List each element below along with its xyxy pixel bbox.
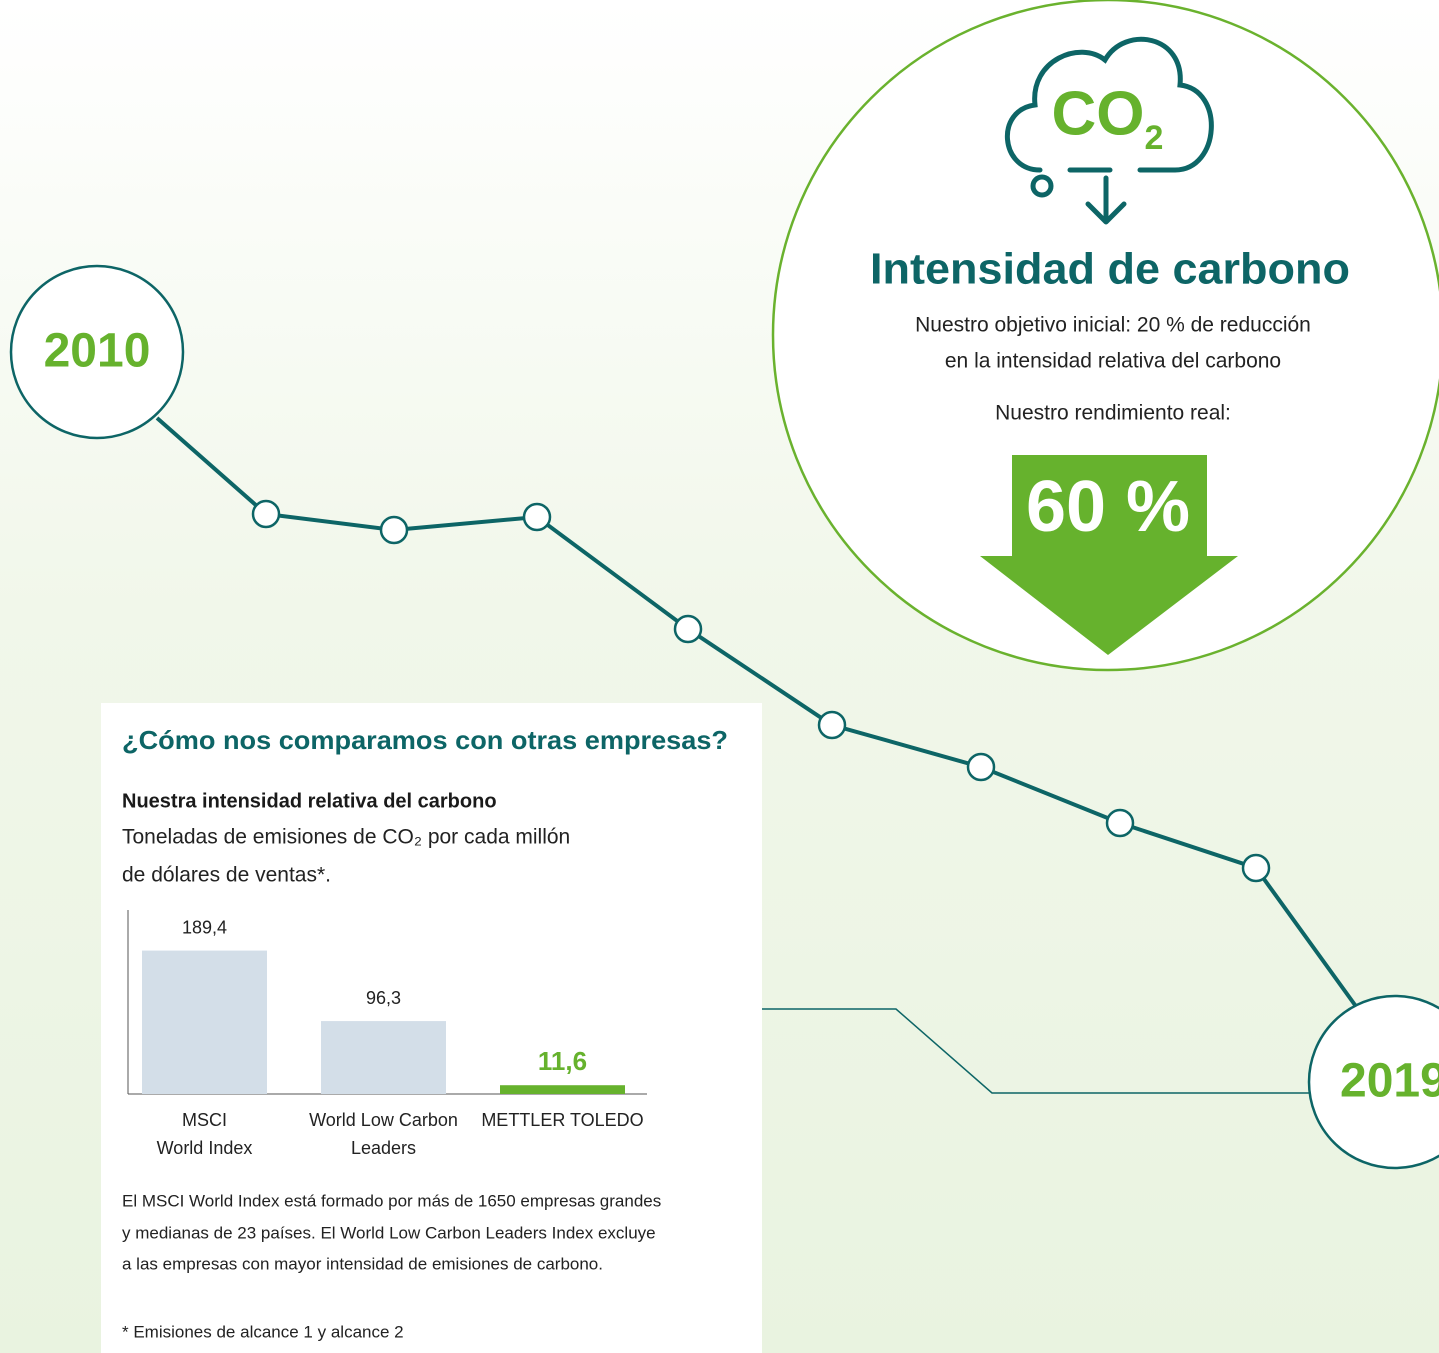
performance-label: Nuestro rendimiento real: <box>995 402 1231 425</box>
performance-value: 60 % <box>1026 467 1190 547</box>
target-line: en la intensidad relativa del carbono <box>945 350 1281 373</box>
panel-description: Toneladas de emisiones de CO₂ por cada m… <box>122 826 570 849</box>
value-label: 11,6 <box>538 1046 587 1076</box>
timeline-points <box>251 499 1271 883</box>
down-arrow-icon <box>1085 175 1127 225</box>
note: a las empresas con mayor intensidad de e… <box>122 1254 603 1273</box>
category-label: World Index <box>157 1138 253 1158</box>
timeline-line <box>155 416 1357 1007</box>
category-label: METTLER TOLEDO <box>481 1110 643 1130</box>
target-circle <box>771 0 1439 672</box>
bar <box>500 1085 625 1094</box>
target-line: Nuestro objetivo inicial: 20 % de reducc… <box>915 314 1311 337</box>
category-label: World Low Carbon <box>309 1110 458 1130</box>
note: y medianas de 23 países. El World Low Ca… <box>122 1223 656 1242</box>
bar <box>321 1021 446 1094</box>
co2-sub: 2 <box>1145 119 1164 157</box>
value-label: 189,4 <box>182 917 227 937</box>
note: El MSCI World Index está formado por más… <box>122 1191 661 1210</box>
end-year: 2019 <box>1340 1055 1439 1108</box>
value-label: 96,3 <box>366 988 401 1008</box>
panel-description: de dólares de ventas*. <box>122 864 331 887</box>
end-circle <box>1307 994 1439 1170</box>
bar <box>142 950 267 1094</box>
connector <box>731 1008 1310 1094</box>
co2-text: CO <box>1052 79 1145 148</box>
cloud-icon <box>1005 36 1214 173</box>
target-title: Intensidad de carbono <box>870 245 1350 294</box>
footnote: * Emisiones de alcance 1 y alcance 2 <box>122 1322 404 1341</box>
bubble-icon <box>1030 174 1054 198</box>
start-year: 2010 <box>44 325 151 378</box>
panel-subheading: Nuestra intensidad relativa del carbono <box>122 790 497 812</box>
category-label: Leaders <box>351 1138 416 1158</box>
category-label: MSCI <box>182 1110 227 1130</box>
panel-heading: ¿Cómo nos comparamos con otras empresas? <box>122 725 728 755</box>
performance-arrow <box>980 455 1238 655</box>
bars: 189,4 MSCI World Index 96,3 World Low Carbon… <box>142 917 644 1158</box>
start-circle <box>9 264 185 440</box>
